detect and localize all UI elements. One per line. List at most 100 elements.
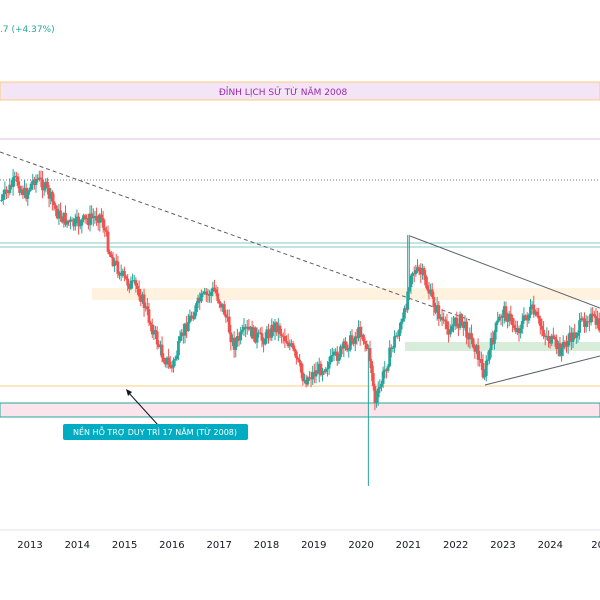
candle-body xyxy=(525,317,529,321)
candle-body xyxy=(144,306,148,309)
candle-body xyxy=(272,324,275,332)
candle-body xyxy=(204,291,208,295)
candle-body xyxy=(399,321,403,330)
candle-body xyxy=(188,315,192,323)
candle-body xyxy=(340,346,344,349)
candle-body xyxy=(226,316,229,318)
candle-body xyxy=(185,323,189,331)
candle-body xyxy=(396,335,400,337)
candle-body xyxy=(493,332,496,344)
candle-body xyxy=(137,288,141,297)
candle-body xyxy=(453,317,457,325)
candle-body xyxy=(280,334,283,336)
candle-body xyxy=(28,189,31,192)
candle-body xyxy=(254,327,257,343)
candle-body xyxy=(62,212,66,223)
candle-body xyxy=(196,297,200,304)
candle-body xyxy=(535,311,539,316)
candle-body xyxy=(594,316,598,325)
candle-body xyxy=(484,360,488,377)
candle-body xyxy=(252,327,256,339)
x-tick-label: 2015 xyxy=(112,540,137,551)
candle-body xyxy=(160,344,164,358)
candle-body xyxy=(435,305,439,313)
green-zone xyxy=(405,342,600,351)
candle-body xyxy=(281,335,285,337)
candle-body xyxy=(571,332,575,342)
candle-body xyxy=(178,336,182,342)
candle-body xyxy=(73,218,77,227)
candle-body xyxy=(478,359,482,361)
candle-body xyxy=(116,261,120,274)
candle-body xyxy=(321,371,324,376)
candle-body xyxy=(574,335,578,338)
candle-body xyxy=(479,359,483,364)
candle-body xyxy=(242,326,246,330)
candle-body xyxy=(113,260,116,266)
support-label: NỀN HỖ TRỢ DUY TRÌ 17 NĂM (TỪ 2008) xyxy=(73,425,237,437)
candle-body xyxy=(109,254,113,257)
candle-body xyxy=(93,215,97,218)
candle-body xyxy=(52,201,56,206)
candle-body xyxy=(124,276,128,279)
candle-body xyxy=(36,178,40,180)
candle-body xyxy=(154,330,157,332)
x-tick-label: 2017 xyxy=(206,540,231,551)
candle-body xyxy=(473,347,477,352)
candle-body xyxy=(573,332,577,338)
candle-body xyxy=(250,326,254,339)
candle-body xyxy=(59,210,62,219)
candle-body xyxy=(311,372,315,380)
candle-body xyxy=(172,360,175,368)
candle-body xyxy=(98,214,102,223)
candle-body xyxy=(386,366,390,371)
candle-body xyxy=(517,328,521,334)
candle-body xyxy=(70,219,74,221)
candle-body xyxy=(486,359,490,361)
candle-body xyxy=(136,285,139,289)
candle-body xyxy=(348,335,352,350)
candle-body xyxy=(440,317,444,321)
x-tick-label: 2020 xyxy=(348,540,373,551)
candle-body xyxy=(24,187,28,199)
candle-body xyxy=(8,184,12,193)
candle-body xyxy=(268,336,272,338)
candle-body xyxy=(232,337,236,350)
candle-body xyxy=(429,289,432,294)
candle-body xyxy=(198,297,202,302)
candle-body xyxy=(29,183,33,190)
candle-body xyxy=(296,358,300,360)
candle-body xyxy=(347,349,351,351)
candle-body xyxy=(355,336,359,339)
candle-body xyxy=(332,351,336,356)
x-tick-label: 2022 xyxy=(443,540,468,551)
candle-body xyxy=(157,344,161,347)
candle-body xyxy=(258,332,262,334)
candle-body xyxy=(465,321,469,338)
candle-body xyxy=(461,322,465,328)
candle-body xyxy=(278,325,282,335)
candle-body xyxy=(358,327,362,337)
candle-body xyxy=(231,337,234,343)
candle-body xyxy=(13,176,17,178)
candle-body xyxy=(316,370,320,374)
candle-body xyxy=(108,251,112,255)
candle-body xyxy=(417,267,421,272)
candle-body xyxy=(476,345,480,360)
candle-body xyxy=(555,339,559,350)
candle-body xyxy=(65,221,69,225)
candle-body xyxy=(427,289,431,294)
candle-body xyxy=(448,331,452,335)
candle-body xyxy=(424,275,428,286)
candle-body xyxy=(342,341,346,349)
downtrend-dashed-line xyxy=(0,151,471,321)
candle-body xyxy=(366,348,370,350)
candle-body xyxy=(299,362,303,373)
candle-body xyxy=(452,324,455,327)
candle-body xyxy=(522,315,526,321)
candle-body xyxy=(416,267,419,271)
candle-body xyxy=(85,217,89,220)
candle-body xyxy=(191,317,195,319)
candle-body xyxy=(457,326,460,328)
